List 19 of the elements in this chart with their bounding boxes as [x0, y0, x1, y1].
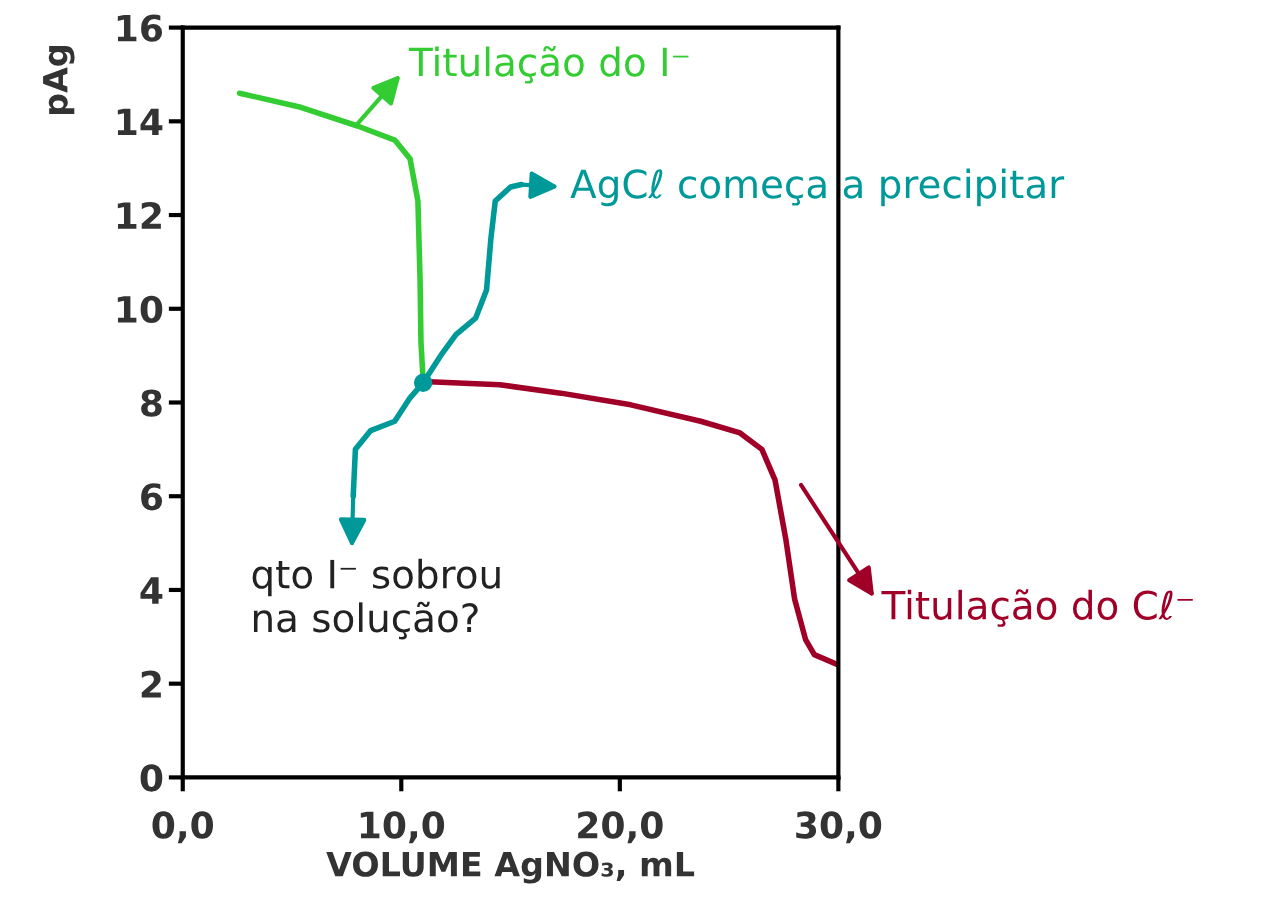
- y-tick-label: 6: [141, 483, 163, 511]
- annotation: AgCℓ começa a precipitar: [570, 168, 1065, 207]
- y-tick-label: 16: [117, 14, 163, 42]
- y-tick-label: 12: [117, 201, 161, 229]
- y-tick-label: 10: [117, 295, 163, 324]
- x-tick-label: 30,0: [796, 811, 882, 844]
- y-tick-label: 8: [141, 389, 162, 417]
- y-tick-label: 14: [117, 108, 163, 136]
- y-tick-label: 0: [140, 764, 163, 792]
- annotation: Titulação do I⁻: [408, 45, 689, 84]
- text: Titulação do Cℓ⁻: [881, 589, 1193, 627]
- y-tick-label: 4: [140, 577, 163, 604]
- y-axis-title: pAg: [43, 46, 75, 115]
- annotation: qto I⁻ sobrou na solução?: [252, 558, 500, 640]
- y-tick-label: 2: [141, 670, 161, 698]
- x-axis-title: VOLUME AgNO₃, mL: [326, 851, 695, 884]
- x-tick-label: 20,0: [578, 811, 663, 844]
- x-tick-label: 10,0: [360, 811, 445, 844]
- x-tick-label: 0,0: [152, 811, 214, 844]
